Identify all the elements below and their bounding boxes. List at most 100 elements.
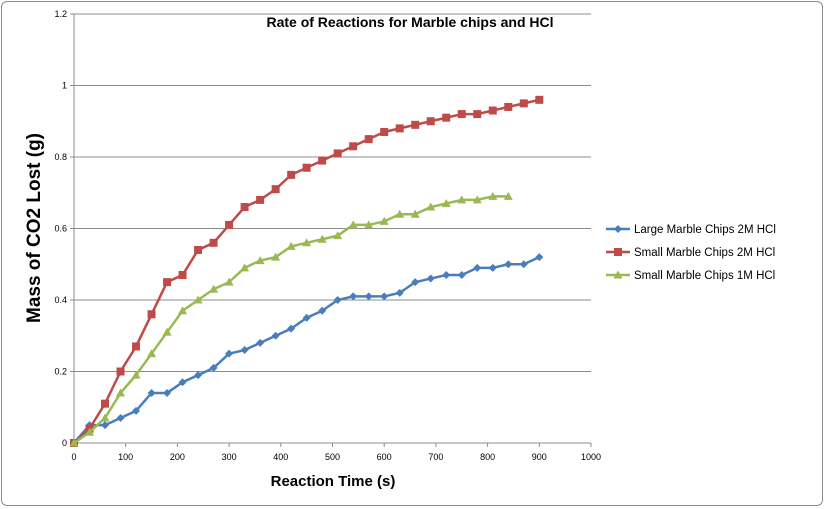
data-point — [395, 124, 404, 133]
legend-label: Small Marble Chips 1M HCl — [634, 270, 775, 282]
data-point — [364, 292, 373, 301]
data-point — [209, 238, 218, 247]
data-point — [302, 238, 312, 247]
legend-marker — [614, 248, 622, 256]
data-point — [318, 156, 327, 165]
data-point — [426, 202, 436, 211]
data-point — [457, 270, 466, 279]
data-point — [287, 170, 296, 179]
data-point — [240, 203, 249, 212]
chart-title: Rate of Reactions for Marble chips and H… — [266, 14, 553, 30]
data-point — [256, 195, 265, 204]
legend-label: Small Marble Chips 2M HCl — [634, 247, 775, 259]
x-tick-label: 400 — [273, 452, 288, 462]
y-tick-label: 0.2 — [54, 367, 67, 377]
y-tick-label: 1 — [62, 81, 67, 91]
data-point — [348, 220, 358, 229]
y-tick-label: 0 — [62, 438, 67, 448]
data-point — [535, 95, 544, 104]
data-point — [519, 99, 528, 108]
data-point — [132, 406, 141, 415]
data-point — [410, 209, 420, 218]
data-point — [271, 331, 280, 340]
x-tick-label: 800 — [480, 452, 495, 462]
y-tick-label: 0.6 — [54, 224, 67, 234]
data-point — [395, 288, 404, 297]
data-point — [178, 378, 187, 387]
data-point — [364, 135, 373, 144]
data-point — [457, 110, 466, 119]
data-point — [411, 278, 420, 287]
data-point — [473, 263, 482, 272]
legend-marker — [614, 225, 622, 233]
x-tick-label: 700 — [428, 452, 443, 462]
axes — [70, 13, 592, 447]
legend-marker — [613, 270, 623, 279]
y-tick-label: 1.2 — [54, 9, 67, 19]
data-point — [411, 120, 420, 129]
data-point — [131, 370, 141, 379]
data-point — [162, 327, 172, 336]
data-point — [333, 149, 342, 158]
gridlines — [74, 13, 591, 372]
x-tick-label: 1000 — [581, 452, 601, 462]
data-point — [426, 117, 435, 126]
data-point — [395, 209, 405, 218]
data-point — [504, 102, 513, 111]
data-point — [147, 310, 156, 319]
data-point — [256, 338, 265, 347]
data-point — [193, 295, 203, 304]
data-point — [100, 413, 110, 422]
data-point — [519, 260, 528, 269]
data-point — [333, 231, 343, 240]
data-point — [441, 198, 451, 207]
x-tick-label: 0 — [71, 452, 76, 462]
legend-label: Large Marble Chips 2M HCl — [634, 224, 776, 236]
data-point — [178, 270, 187, 279]
data-point — [457, 195, 467, 204]
x-tick-label: 100 — [118, 452, 133, 462]
data-point — [69, 438, 79, 447]
data-point — [225, 349, 234, 358]
data-point — [317, 234, 327, 243]
data-point — [209, 284, 219, 293]
data-point — [472, 195, 482, 204]
data-point — [116, 367, 125, 376]
data-point — [364, 220, 374, 229]
data-point — [333, 296, 342, 304]
tick-labels: 0 0.2 0.4 0.6 0.8 1 1.2 0 100 200 300 400 500 600 700 8… — [54, 9, 601, 462]
data-point — [349, 292, 358, 301]
data-point — [271, 252, 281, 261]
data-point — [209, 363, 218, 372]
data-point — [349, 142, 358, 151]
data-point — [503, 191, 513, 200]
data-point — [380, 127, 389, 136]
data-point — [488, 191, 498, 200]
series-group — [69, 95, 544, 447]
data-point — [287, 324, 296, 333]
data-point — [194, 371, 203, 380]
legend: Large Marble Chips 2M HCl Small Marble Ch… — [606, 224, 776, 282]
data-point — [178, 306, 188, 315]
x-tick-label: 500 — [325, 452, 340, 462]
data-point — [116, 388, 126, 397]
data-point — [318, 306, 327, 315]
data-point — [255, 256, 265, 265]
data-point — [426, 274, 435, 283]
data-point — [302, 313, 311, 322]
data-point — [240, 346, 249, 355]
y-tick-label: 0.8 — [54, 152, 67, 162]
data-point — [442, 270, 451, 279]
x-tick-label: 300 — [222, 452, 237, 462]
data-point — [101, 399, 110, 408]
x-tick-label: 200 — [170, 452, 185, 462]
y-axis-label: Mass of CO2 Lost (g) — [24, 133, 45, 323]
data-point — [101, 421, 110, 430]
data-point — [147, 349, 157, 358]
y-tick-label: 0.4 — [54, 295, 67, 305]
data-point — [163, 278, 172, 287]
data-point — [473, 110, 482, 119]
data-point — [504, 260, 513, 269]
data-point — [380, 292, 389, 301]
